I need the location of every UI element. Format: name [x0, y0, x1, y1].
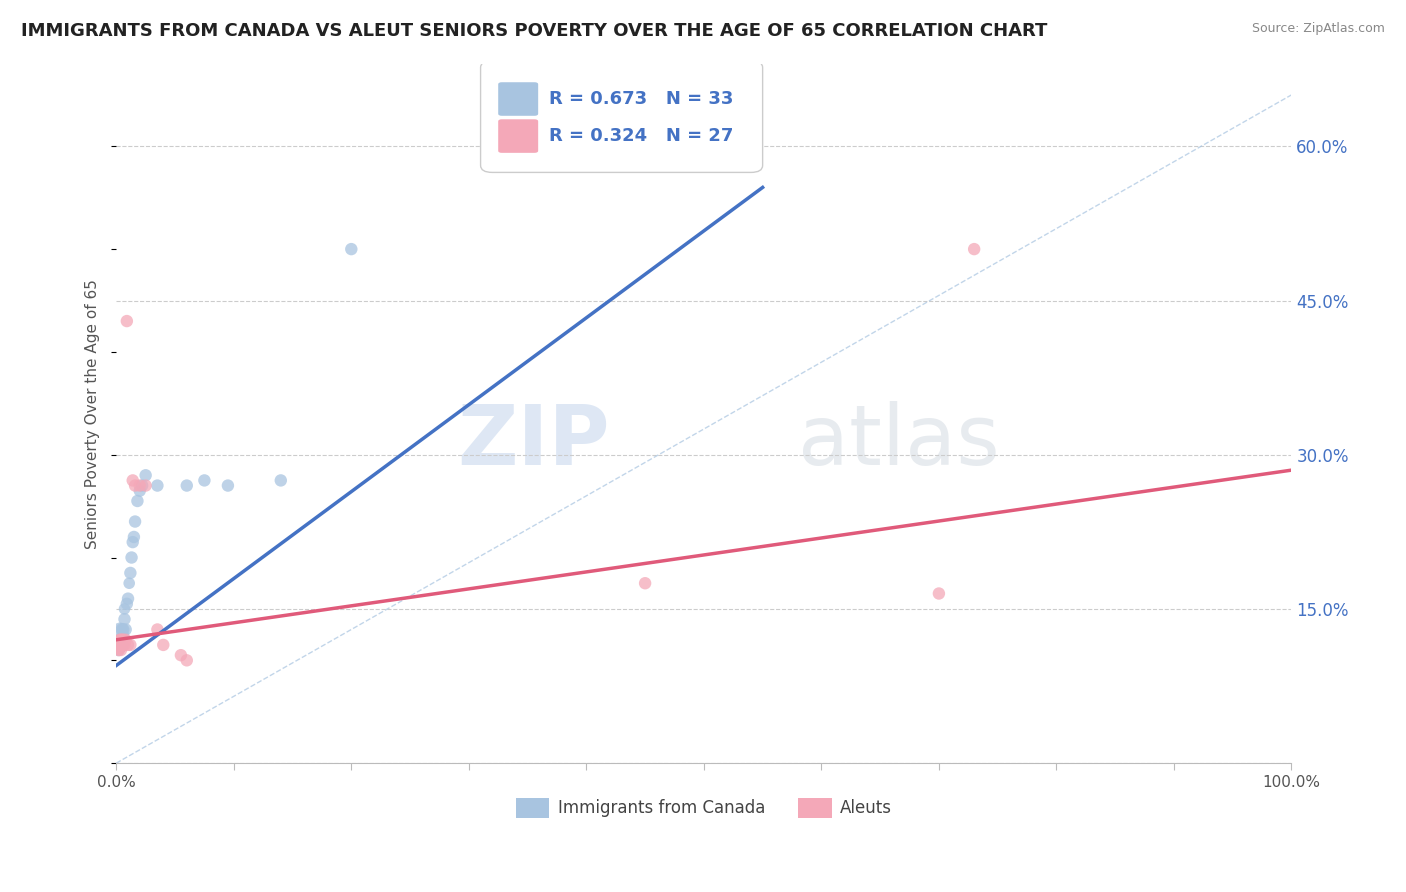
Point — [121, 474, 143, 488]
Point — [112, 623, 135, 637]
Point — [115, 314, 138, 328]
Point — [170, 648, 193, 663]
FancyBboxPatch shape — [498, 120, 538, 153]
Text: R = 0.673   N = 33: R = 0.673 N = 33 — [548, 90, 733, 108]
Point — [108, 638, 131, 652]
Text: atlas: atlas — [797, 401, 1000, 482]
Point — [107, 638, 129, 652]
Point — [176, 478, 198, 492]
Point — [108, 632, 131, 647]
Point — [110, 632, 132, 647]
Point — [124, 515, 146, 529]
Point — [193, 474, 215, 488]
Point — [121, 535, 143, 549]
Point — [115, 597, 138, 611]
Point — [176, 653, 198, 667]
Point — [117, 591, 139, 606]
Point — [146, 623, 169, 637]
Point — [340, 242, 363, 256]
Point — [114, 638, 136, 652]
Point — [107, 643, 129, 657]
Point — [124, 478, 146, 492]
Legend: Immigrants from Canada, Aleuts: Immigrants from Canada, Aleuts — [509, 791, 898, 825]
Text: ZIP: ZIP — [457, 401, 610, 482]
Text: R = 0.324   N = 27: R = 0.324 N = 27 — [548, 127, 733, 145]
Point — [217, 478, 239, 492]
Point — [111, 638, 134, 652]
Point — [122, 530, 145, 544]
Point — [112, 627, 135, 641]
Y-axis label: Seniors Poverty Over the Age of 65: Seniors Poverty Over the Age of 65 — [86, 278, 100, 549]
Point — [107, 638, 129, 652]
Point — [110, 643, 132, 657]
Point — [152, 638, 174, 652]
Point — [131, 478, 153, 492]
Text: Source: ZipAtlas.com: Source: ZipAtlas.com — [1251, 22, 1385, 36]
Point — [111, 632, 134, 647]
Point — [114, 602, 136, 616]
Point — [114, 623, 136, 637]
Point — [121, 550, 143, 565]
Point — [146, 478, 169, 492]
Point — [118, 576, 141, 591]
Point — [107, 643, 129, 657]
Point — [270, 474, 292, 488]
Point — [108, 623, 131, 637]
Point — [135, 478, 157, 492]
Point — [107, 638, 129, 652]
Point — [634, 576, 657, 591]
Point — [111, 638, 134, 652]
Point — [120, 638, 142, 652]
FancyBboxPatch shape — [498, 82, 538, 116]
Point — [112, 632, 135, 647]
Point — [127, 494, 149, 508]
Point — [128, 483, 150, 498]
Point — [135, 468, 157, 483]
Point — [128, 478, 150, 492]
Point — [112, 638, 135, 652]
Point — [111, 632, 134, 647]
Point — [114, 632, 136, 647]
FancyBboxPatch shape — [481, 61, 762, 172]
Text: IMMIGRANTS FROM CANADA VS ALEUT SENIORS POVERTY OVER THE AGE OF 65 CORRELATION C: IMMIGRANTS FROM CANADA VS ALEUT SENIORS … — [21, 22, 1047, 40]
Point — [120, 566, 142, 580]
Point — [110, 638, 132, 652]
Point — [111, 623, 134, 637]
Point — [110, 632, 132, 647]
Point — [114, 612, 136, 626]
Point — [963, 242, 986, 256]
Point — [928, 586, 950, 600]
Point — [117, 638, 139, 652]
Point — [108, 632, 131, 647]
Point — [107, 638, 129, 652]
